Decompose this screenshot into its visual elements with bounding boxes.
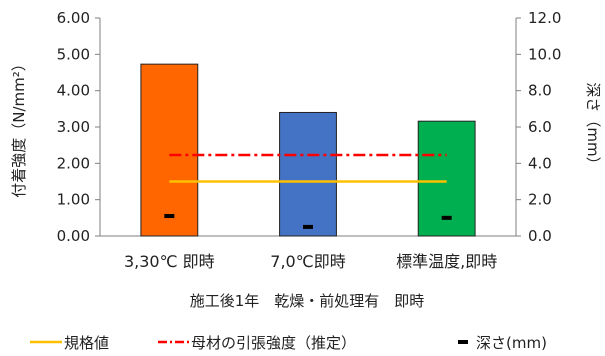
left-tick-label: 2.00	[57, 154, 90, 172]
left-tick-label: 0.00	[57, 227, 90, 245]
bar	[279, 111, 337, 237]
bars	[140, 63, 476, 237]
depth-markers	[164, 214, 452, 229]
y2-axis-label: 深さ（mm）	[584, 82, 602, 171]
legend: 規格値 母材の引張強度（推定） 深さ(mm)	[30, 334, 547, 352]
reference-lines	[169, 153, 447, 183]
category-label: 標準温度,即時	[396, 252, 497, 271]
left-axis-ticks: 0.00 1.00 2.00 3.00 4.00 5.00 6.00	[57, 9, 100, 245]
category-label: 7,0℃即時	[270, 252, 345, 271]
depth-marker	[303, 224, 313, 229]
legend-label-standard: 規格値	[64, 334, 109, 352]
right-tick-label: 4.0	[528, 154, 552, 172]
right-tick-label: 10.0	[528, 45, 561, 63]
right-tick-label: 0.0	[528, 227, 552, 245]
left-tick-label: 1.00	[57, 191, 90, 209]
right-tick-label: 6.0	[528, 118, 552, 136]
legend-label-base-strength: 母材の引張強度（推定）	[191, 334, 356, 352]
legend-label-depth: 深さ(mm)	[476, 334, 547, 352]
right-tick-label: 2.0	[528, 191, 552, 209]
right-axis-ticks: 0.0 2.0 4.0 6.0 8.0 10.0 12.0	[516, 9, 561, 245]
bar	[140, 63, 199, 237]
left-tick-label: 5.00	[57, 45, 90, 63]
depth-marker	[164, 214, 175, 219]
chart-subtitle: 施工後1年 乾燥・前処理有 即時	[190, 292, 425, 310]
legend-swatch-depth	[458, 340, 468, 344]
y-axis-label: 付着強度（N/mm²）	[10, 56, 28, 198]
right-tick-label: 8.0	[528, 82, 552, 100]
category-labels: 3,30℃ 即時 7,0℃即時 標準温度,即時	[124, 252, 497, 271]
right-tick-label: 12.0	[528, 9, 561, 27]
category-label: 3,30℃ 即時	[124, 252, 215, 271]
left-tick-label: 3.00	[57, 118, 90, 136]
depth-marker	[441, 215, 452, 220]
left-tick-label: 4.00	[57, 82, 90, 100]
left-tick-label: 6.00	[57, 9, 90, 27]
